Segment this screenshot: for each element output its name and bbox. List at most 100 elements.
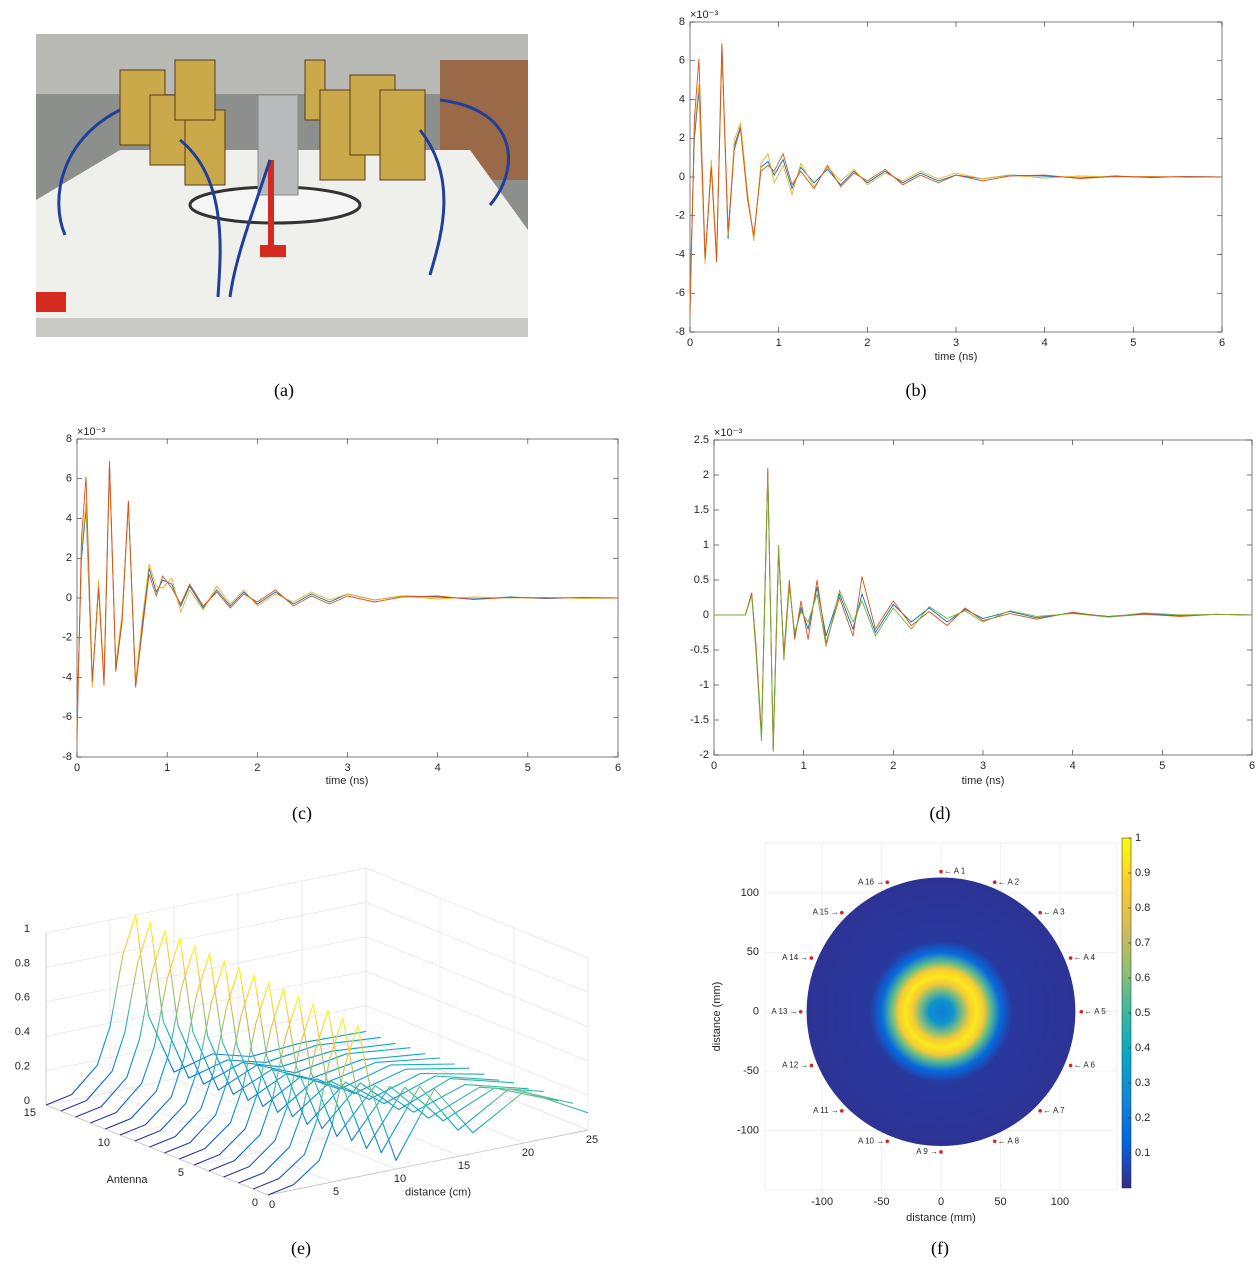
trace (60, 921, 381, 1112)
grid-line (45, 1039, 367, 1106)
y-tick-label: 4 (66, 512, 72, 524)
antenna-label: ← A 4 (1074, 953, 1096, 962)
trace (193, 988, 515, 1166)
antenna-label: ← A 2 (998, 877, 1020, 886)
antenna-label: ← A 6 (1074, 1061, 1096, 1070)
antenna-label: ← A 7 (1043, 1106, 1065, 1115)
z-tick-label: 0.6 (15, 992, 30, 1004)
trace (223, 1003, 544, 1178)
x-tick-label: 1 (164, 762, 170, 774)
x-axis-label: time (ns) (935, 351, 978, 363)
trace (75, 929, 396, 1118)
y-tick-label: 8 (679, 16, 685, 28)
x-tick-label: 10 (394, 1173, 406, 1185)
antenna-marker (992, 880, 997, 885)
trace (178, 982, 500, 1160)
grid-line (365, 902, 589, 993)
antenna-marker (939, 1150, 943, 1154)
y-tick-label: 2 (679, 132, 685, 144)
x-tick-label: 15 (458, 1160, 470, 1172)
antenna-marker (1068, 1063, 1073, 1068)
grid-line (45, 936, 367, 1003)
x-tick-label: 5 (1159, 760, 1165, 772)
caption: (a) (274, 380, 294, 401)
y-exponent: ×10⁻³ (77, 426, 105, 438)
photo-cable (439, 98, 510, 206)
photo-stand (268, 160, 274, 250)
y-tick-label: 2 (66, 552, 72, 564)
trace (208, 995, 529, 1172)
colorbar-tick-label: 0.2 (1135, 1112, 1150, 1124)
line-series (76, 460, 619, 742)
antenna-marker (840, 1109, 844, 1113)
antenna-marker (1038, 1109, 1042, 1113)
y-axis-label: Antenna (107, 1174, 149, 1186)
z-tick-label: 0 (24, 1095, 30, 1107)
axes-box (713, 439, 1253, 756)
y-tick-label: 100 (741, 887, 759, 899)
z-tick-label: 0.2 (15, 1061, 30, 1073)
x-tick-label: 3 (953, 337, 959, 349)
y-tick-label: 0 (679, 171, 685, 183)
x-tick-label: 5 (1130, 337, 1136, 349)
photo-board-edge (36, 318, 528, 337)
photo-cable (418, 129, 446, 276)
y-tick-label: 8 (66, 433, 72, 445)
y-tick-label: -100 (737, 1124, 759, 1136)
trace (134, 960, 455, 1142)
antenna-label: A 13 → (771, 1007, 797, 1016)
x-axis-label: time (ns) (326, 775, 369, 787)
y-exponent: ×10⁻³ (714, 427, 742, 439)
antenna-label: A 14 → (782, 953, 808, 962)
panel: -8 -6 -4 -2 0 2 4 6 8 0 1 2 3 4 5 6 time (ns) ×10⁻³ (b) (675, 9, 1225, 401)
y-tick-label: -2 (675, 210, 685, 222)
x-tick-label: 3 (980, 760, 986, 772)
grid-line (237, 1065, 461, 1157)
x-tick-label: 1 (776, 337, 782, 349)
x-tick-label: 0 (938, 1196, 944, 1208)
photo-antenna (379, 89, 426, 181)
colorbar-tick-label: 1 (1135, 832, 1141, 844)
x-tick-label: 0 (687, 337, 693, 349)
antenna-marker (885, 880, 890, 885)
x-tick-label: 6 (1249, 760, 1255, 772)
z-tick-label: 1 (24, 923, 30, 935)
antenna-label: A 15 → (813, 908, 839, 917)
x-tick-label: 4 (435, 762, 441, 774)
x-tick-label: 5 (525, 762, 531, 774)
colorbar-tick-label: 0.7 (1135, 937, 1150, 949)
colorbar-tick-label: 0.6 (1135, 972, 1150, 984)
panel: -100 -50 0 50 100 -100 -50 0 50 100 distance (mm) d… (711, 832, 1150, 1259)
trace (149, 966, 470, 1148)
antenna-marker (1068, 956, 1073, 960)
colorbar-tick-label: 0.4 (1135, 1042, 1150, 1054)
y-tick-label: 2.5 (694, 434, 709, 446)
x-tick-label: 25 (586, 1134, 598, 1146)
panel: -8 -6 -4 -2 0 2 4 6 8 0 1 2 3 4 5 6 time (ns) ×10⁻³ (c) (62, 426, 621, 824)
caption: (e) (291, 1238, 311, 1259)
y-tick-label: 6 (66, 473, 72, 485)
antenna-label: ← A 3 (1043, 908, 1065, 917)
x-tick-label: 100 (1051, 1196, 1069, 1208)
x-tick-label: 4 (1070, 760, 1076, 772)
x-tick-label: 0 (711, 760, 717, 772)
photo-cable (179, 138, 222, 298)
colorbar-tick-label: 0.9 (1135, 867, 1150, 879)
y-tick-label: 10 (98, 1137, 110, 1149)
x-axis-label: distance (cm) (405, 1186, 471, 1198)
grid-line (365, 1005, 589, 1096)
photo-board (36, 150, 528, 320)
antenna-label: A 9 → (916, 1147, 938, 1156)
photo-block (36, 292, 66, 312)
y-tick-label: -8 (675, 326, 685, 338)
antenna-marker (1079, 1009, 1084, 1014)
antenna-label: ← A 1 (944, 867, 966, 876)
colorbar-tick-label: 0.1 (1135, 1147, 1150, 1159)
antenna-marker (809, 1063, 814, 1068)
x-tick-label: 0 (269, 1199, 275, 1211)
y-tick-label: 0 (66, 592, 72, 604)
antenna-marker (809, 956, 814, 960)
y-tick-label: -1 (699, 679, 709, 691)
